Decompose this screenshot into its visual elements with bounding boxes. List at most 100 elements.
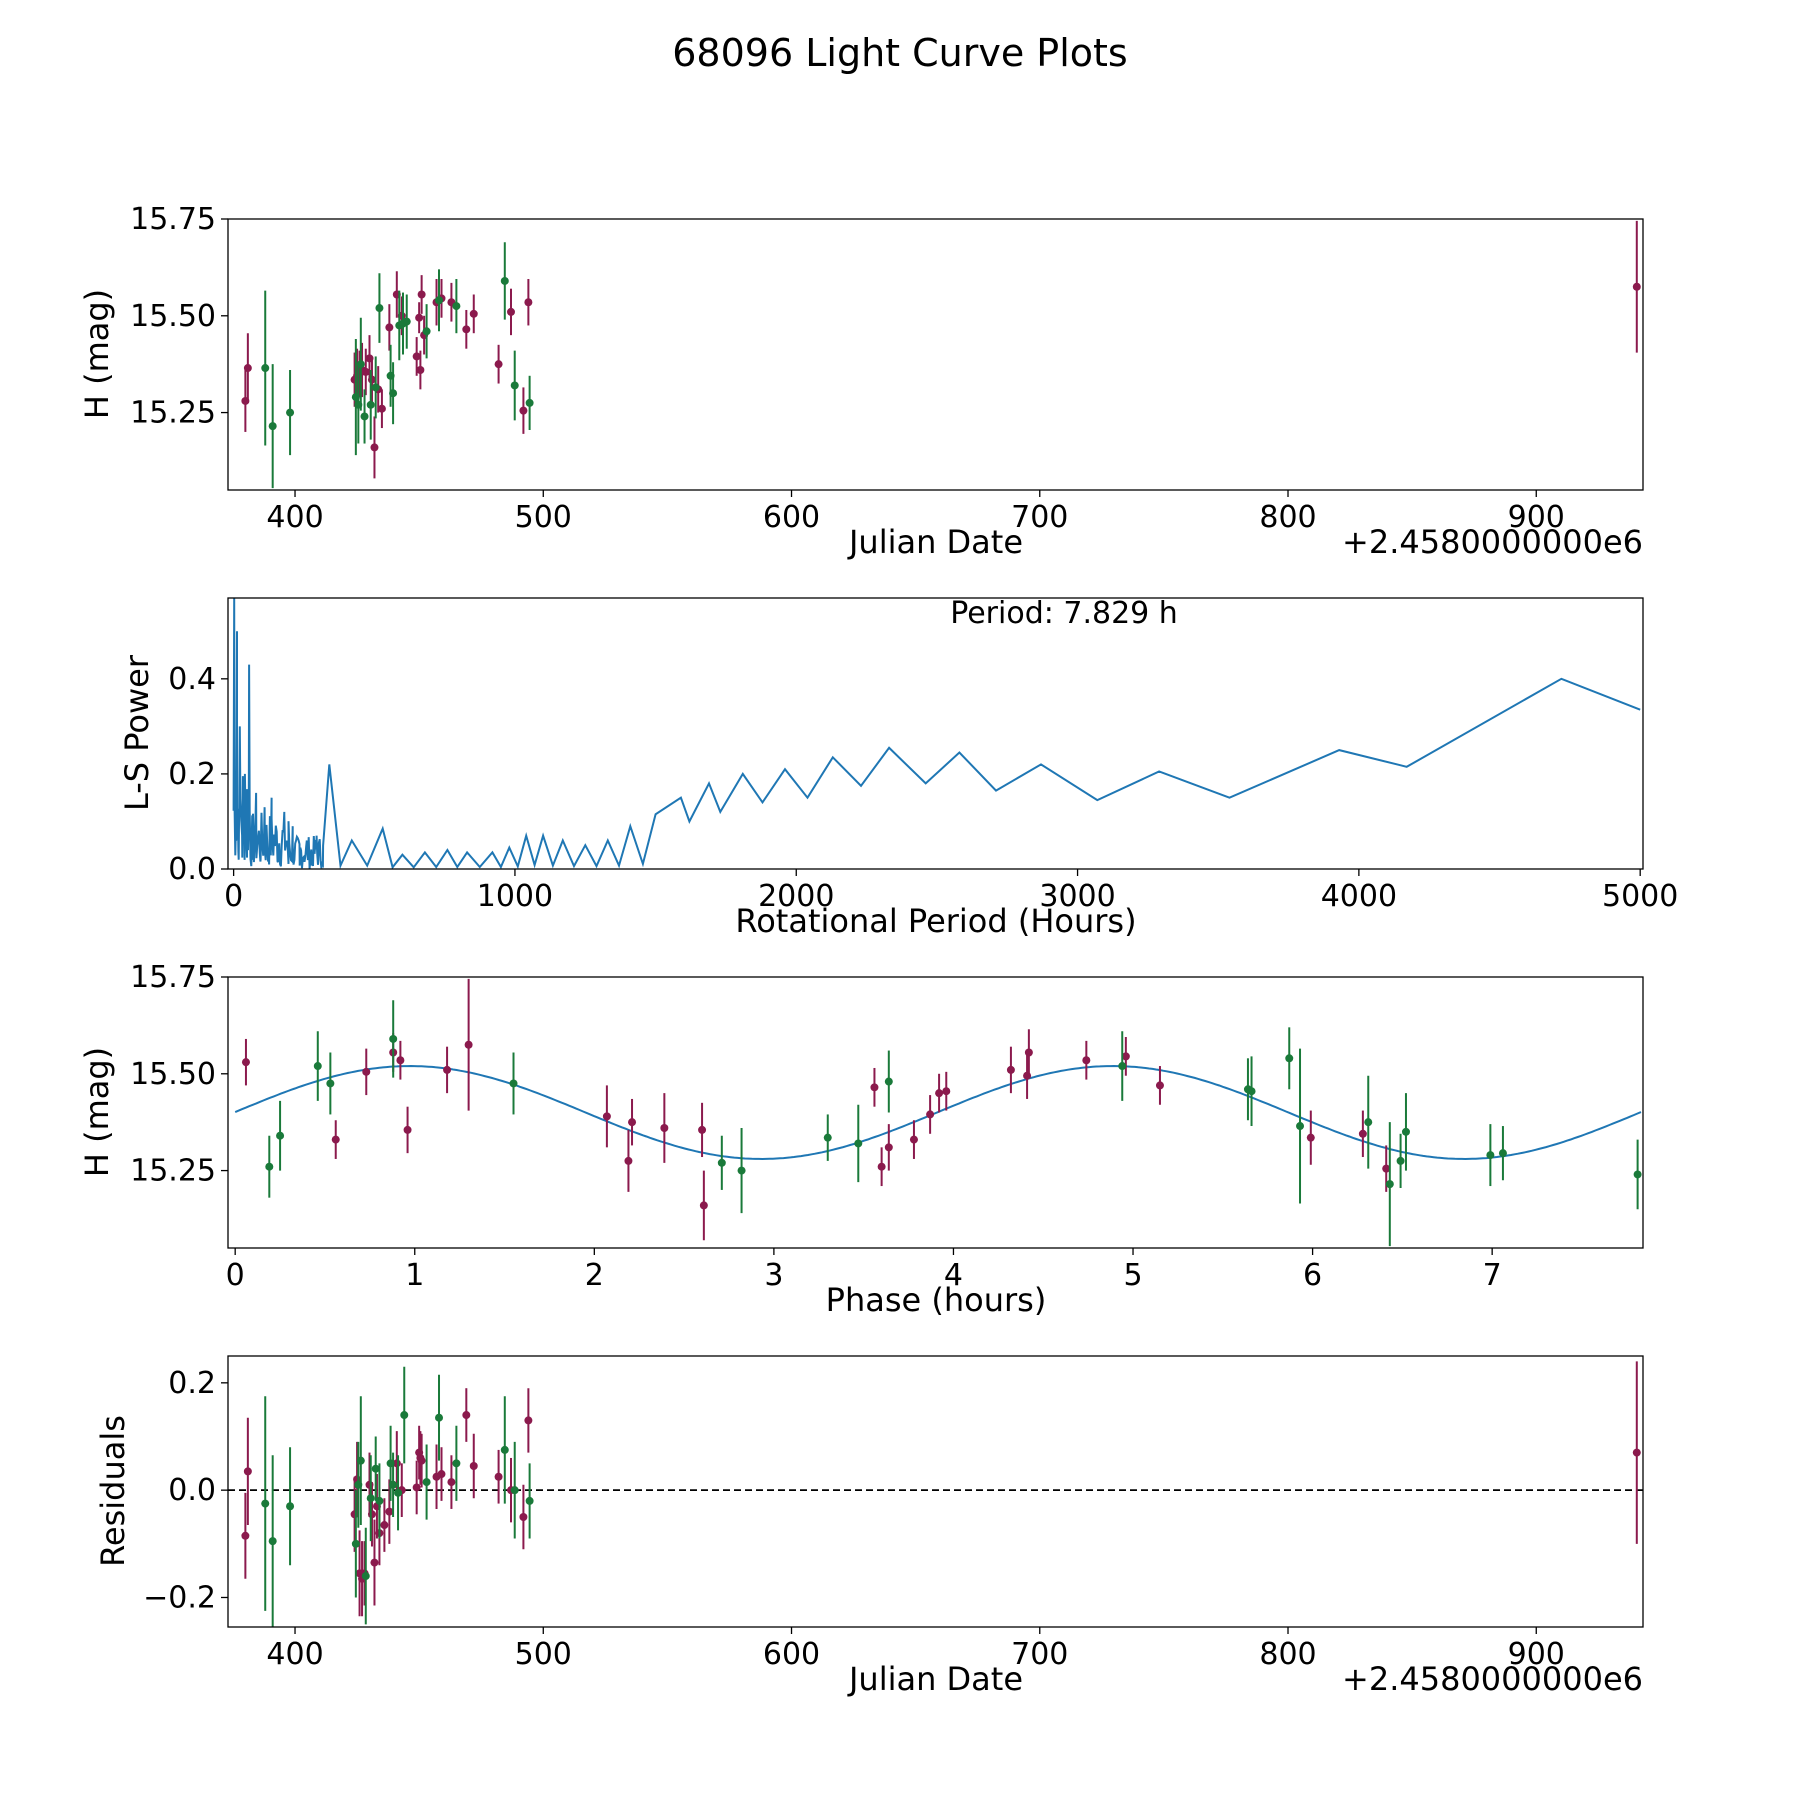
x-tick-label: 900 bbox=[1508, 1637, 1565, 1672]
period-annotation: Period: 7.829 h bbox=[950, 596, 1178, 631]
data-point bbox=[507, 307, 515, 316]
phased-ylabel: H (mag) bbox=[78, 1047, 116, 1177]
periodogram-ylabel: L-S Power bbox=[118, 654, 156, 811]
data-point bbox=[519, 406, 528, 415]
data-point bbox=[326, 1079, 335, 1088]
lightcurve-xlabel: Julian Date bbox=[847, 523, 1023, 561]
data-point bbox=[1633, 1170, 1642, 1179]
data-point bbox=[1364, 1118, 1373, 1127]
y-tick-label: 15.25 bbox=[130, 396, 216, 431]
lightcurve-panel: 400 500 600 700 800 900 15.25 15.50 15.75 Julian… bbox=[78, 202, 1644, 561]
data-point bbox=[1296, 1122, 1305, 1131]
data-point bbox=[447, 1478, 456, 1487]
data-point bbox=[823, 1133, 832, 1142]
data-point bbox=[351, 1539, 360, 1548]
data-point bbox=[371, 1464, 380, 1473]
lightcurve-axes-frame bbox=[227, 218, 1644, 491]
data-point bbox=[400, 1411, 409, 1420]
data-point bbox=[884, 1143, 893, 1152]
y-tick-label: 0.0 bbox=[168, 852, 216, 887]
data-point bbox=[510, 1486, 519, 1495]
x-tick-label: 500 bbox=[515, 500, 572, 535]
x-tick-label: 4 bbox=[944, 1258, 963, 1293]
phased-axes-frame bbox=[227, 976, 1644, 1249]
data-point bbox=[1358, 1129, 1367, 1138]
data-point bbox=[389, 1034, 398, 1043]
data-point bbox=[1385, 1180, 1394, 1189]
data-point bbox=[1118, 1062, 1127, 1071]
data-point bbox=[385, 1507, 394, 1516]
data-point bbox=[389, 389, 398, 398]
data-point bbox=[361, 1572, 370, 1581]
data-point bbox=[371, 383, 380, 392]
residuals-marks bbox=[228, 1361, 1643, 1627]
residuals-ticks: 400 500 600 700 800 900 −0.2 0.0 0.2 bbox=[143, 1366, 1565, 1672]
y-tick-label: 15.50 bbox=[130, 1057, 216, 1092]
data-point bbox=[402, 317, 411, 326]
x-tick-label: 0 bbox=[226, 1258, 245, 1293]
residuals-axes-frame bbox=[227, 1355, 1644, 1628]
y-tick-label: 0.2 bbox=[168, 757, 216, 792]
data-point bbox=[261, 364, 270, 373]
data-point bbox=[366, 400, 375, 409]
data-point bbox=[926, 1110, 935, 1119]
data-point bbox=[356, 360, 365, 369]
data-point bbox=[422, 327, 431, 336]
lightcurve-ylabel: H (mag) bbox=[78, 289, 116, 419]
y-tick-label: 15.75 bbox=[130, 202, 216, 237]
data-point bbox=[417, 1456, 426, 1465]
x-tick-label: 3 bbox=[764, 1258, 783, 1293]
data-point bbox=[389, 1480, 398, 1489]
data-point bbox=[854, 1139, 863, 1148]
data-point bbox=[699, 1201, 708, 1210]
y-tick-label: −0.2 bbox=[143, 1580, 216, 1615]
data-point bbox=[737, 1166, 746, 1175]
y-tick-label: 15.75 bbox=[130, 960, 216, 995]
data-point bbox=[942, 1087, 951, 1096]
data-point bbox=[435, 296, 444, 305]
y-tick-label: 15.50 bbox=[130, 299, 216, 334]
data-point bbox=[403, 1125, 412, 1134]
data-point bbox=[1486, 1151, 1495, 1160]
data-point bbox=[1632, 282, 1641, 291]
data-point bbox=[380, 1521, 389, 1530]
data-point bbox=[417, 290, 426, 299]
data-point bbox=[524, 1416, 533, 1425]
data-point bbox=[452, 302, 461, 311]
data-point bbox=[416, 365, 425, 374]
data-point bbox=[313, 1062, 322, 1071]
data-point bbox=[331, 1135, 340, 1144]
data-point bbox=[415, 313, 424, 322]
data-point bbox=[243, 364, 252, 373]
data-point bbox=[510, 381, 519, 390]
data-point bbox=[396, 1056, 405, 1065]
x-tick-label: 2000 bbox=[758, 879, 834, 914]
phased-panel: 0 1 2 3 4 5 6 7 15.25 15.50 15.75 Phase (hours) H … bbox=[78, 960, 1644, 1319]
periodogram-ticks: 0 1000 2000 3000 4000 5000 0.0 0.2 0.4 bbox=[168, 662, 1678, 914]
x-tick-label: 7 bbox=[1483, 1258, 1502, 1293]
data-point bbox=[519, 1512, 528, 1521]
data-point bbox=[412, 1483, 421, 1492]
data-point bbox=[602, 1112, 611, 1121]
data-point bbox=[394, 1488, 403, 1497]
residuals-offset-text: +2.4580000000e6 bbox=[1342, 1660, 1643, 1698]
data-point bbox=[268, 422, 277, 431]
data-point bbox=[286, 408, 295, 417]
data-point bbox=[265, 1162, 274, 1171]
data-point bbox=[370, 1558, 379, 1567]
data-point bbox=[370, 443, 379, 452]
x-tick-label: 800 bbox=[1259, 1637, 1316, 1672]
x-tick-label: 3000 bbox=[1039, 879, 1115, 914]
data-point bbox=[385, 323, 394, 332]
x-tick-label: 700 bbox=[1011, 1637, 1068, 1672]
data-point bbox=[443, 1065, 452, 1074]
data-point bbox=[241, 1531, 250, 1540]
x-tick-label: 1 bbox=[405, 1258, 424, 1293]
data-point bbox=[1024, 1048, 1033, 1057]
data-point bbox=[462, 325, 471, 334]
x-tick-label: 6 bbox=[1303, 1258, 1322, 1293]
phased-xlabel: Phase (hours) bbox=[826, 1281, 1047, 1319]
y-tick-label: 0.2 bbox=[168, 1366, 216, 1401]
data-point bbox=[509, 1079, 518, 1088]
